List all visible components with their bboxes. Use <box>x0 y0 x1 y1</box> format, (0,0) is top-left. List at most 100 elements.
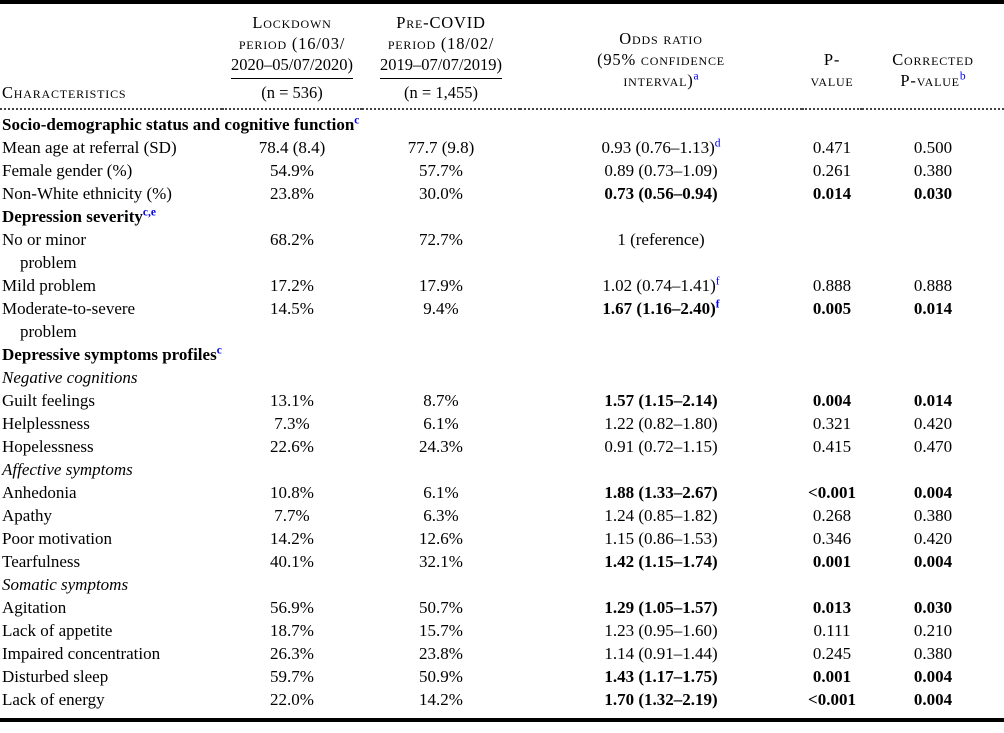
precovid-sample-size: (n = 1,455) <box>404 83 478 102</box>
table-row: No or minor problem 68.2% 72.7% 1 (refere… <box>0 228 1004 274</box>
table-row: Poor motivation 14.2% 12.6% 1.15 (0.86–1… <box>0 527 1004 550</box>
odds-ratio-value: 0.91 (0.72–1.15) <box>604 437 718 456</box>
table-row: Lack of energy 22.0% 14.2% 1.70 (1.32–2.… <box>0 688 1004 720</box>
corrected-p-value: 0.500 <box>913 138 953 157</box>
section-header: Socio-demographic status and cognitive f… <box>0 109 1004 136</box>
odds-ratio-header-line3: interval) <box>623 71 694 90</box>
lockdown-value: 14.5% <box>270 299 314 318</box>
p-value: 0.245 <box>812 644 852 663</box>
row-label: Lack of appetite <box>2 621 113 640</box>
corrected-p-value: 0.420 <box>913 414 953 433</box>
precovid-value: 6.3% <box>423 506 459 525</box>
p-value-header-line2: value <box>810 71 854 90</box>
precovid-value: 8.7% <box>423 391 459 410</box>
odds-ratio-header-line2: (95% confidence <box>597 50 725 69</box>
odds-ratio-value: 1 (reference) <box>617 230 705 249</box>
odds-ratio-value: 1.43 (1.17–1.75) <box>604 667 718 686</box>
lockdown-value: 22.0% <box>270 690 314 709</box>
row-label: Hopelessness <box>2 437 94 456</box>
table-row: Female gender (%) 54.9% 57.7% 0.89 (0.73… <box>0 159 1004 182</box>
table-row: Lack of appetite 18.7% 15.7% 1.23 (0.95–… <box>0 619 1004 642</box>
odds-ratio-header-line1: Odds ratio <box>619 29 703 48</box>
footnote-marker-a: a <box>693 70 699 83</box>
corrected-p-value: 0.380 <box>913 161 953 180</box>
precovid-value: 50.9% <box>419 667 463 686</box>
lockdown-value: 17.2% <box>270 276 314 295</box>
p-value <box>802 228 862 274</box>
lockdown-header-line3: 2020–05/07/2020) <box>231 55 353 74</box>
odds-ratio-value: 1.67 (1.16–2.40)f <box>602 298 720 318</box>
row-label: Impaired concentration <box>2 644 161 663</box>
odds-ratio-value: 1.24 (0.85–1.82) <box>604 506 718 525</box>
lockdown-spanner: Lockdown period (16/03/ 2020–05/07/2020) <box>231 12 353 79</box>
corrected-p-value: 0.380 <box>913 506 953 525</box>
table-row: Mild problem 17.2% 17.9% 1.02 (0.74–1.41… <box>0 274 1004 297</box>
lockdown-value: 26.3% <box>270 644 314 663</box>
lockdown-value: 56.9% <box>270 598 314 617</box>
precovid-value: 30.0% <box>419 184 463 203</box>
row-label: Non-White ethnicity (%) <box>2 184 172 203</box>
odds-ratio-value: 1.23 (0.95–1.60) <box>604 621 718 640</box>
table-row: Helplessness 7.3% 6.1% 1.22 (0.82–1.80) … <box>0 412 1004 435</box>
footnote-marker-c: c <box>216 344 222 357</box>
row-label: Helplessness <box>2 414 90 433</box>
lockdown-value: 22.6% <box>270 437 314 456</box>
row-label: Poor motivation <box>2 529 113 548</box>
odds-ratio-value: 0.89 (0.73–1.09) <box>604 161 718 180</box>
precovid-value: 57.7% <box>419 161 463 180</box>
table-row: Apathy 7.7% 6.3% 1.24 (0.85–1.82) 0.268 … <box>0 504 1004 527</box>
table-row: Tearfulness 40.1% 32.1% 1.42 (1.15–1.74)… <box>0 550 1004 573</box>
row-label: Tearfulness <box>2 552 81 571</box>
corrected-p-value-header: Corrected P-valueb <box>862 2 1004 110</box>
precovid-value: 50.7% <box>419 598 463 617</box>
subsection-title: Affective symptoms <box>2 460 133 479</box>
row-label: Disturbed sleep <box>2 667 109 686</box>
table-row: Anhedonia 10.8% 6.1% 1.88 (1.33–2.67) <0… <box>0 481 1004 504</box>
lockdown-value: 7.7% <box>274 506 310 525</box>
odds-ratio-value: 1.02 (0.74–1.41)f <box>602 275 720 295</box>
section-title: Socio-demographic status and cognitive f… <box>2 115 355 134</box>
lockdown-value: 10.8% <box>270 483 314 502</box>
subsection-header-row: Negative cognitions <box>0 366 1004 389</box>
subsection-title: Somatic symptoms <box>2 575 129 594</box>
footnote-marker-ce: c,e <box>142 206 156 219</box>
section-title: Depression severity <box>2 207 143 226</box>
precovid-header-line3: 2019–07/07/2019) <box>380 55 502 74</box>
table-row: Moderate-to-severe problem 14.5% 9.4% 1.6… <box>0 297 1004 343</box>
footnote-marker-b: b <box>959 70 966 83</box>
corrected-p-value: 0.030 <box>913 184 953 203</box>
corrected-p-value: 0.004 <box>913 483 953 502</box>
corrected-p-value: 0.014 <box>913 391 953 410</box>
section-header: Depression severityc,e <box>0 205 1004 228</box>
precovid-value: 6.1% <box>423 414 459 433</box>
p-value: 0.415 <box>812 437 852 456</box>
corrected-p-value: 0.888 <box>913 276 953 295</box>
row-label: Lack of energy <box>2 690 105 709</box>
section-header-row: Depression severityc,e <box>0 205 1004 228</box>
lockdown-value: 7.3% <box>274 414 310 433</box>
table-row: Non-White ethnicity (%) 23.8% 30.0% 0.73… <box>0 182 1004 205</box>
p-value: 0.111 <box>813 621 851 640</box>
section-header-row: Socio-demographic status and cognitive f… <box>0 109 1004 136</box>
section-title: Depressive symptoms profiles <box>2 345 217 364</box>
section-header: Depressive symptoms profilesc <box>0 343 1004 366</box>
precovid-period-header: Pre-COVID period (18/02/ 2019–07/07/2019… <box>362 2 520 110</box>
row-label: Apathy <box>2 506 53 525</box>
row-label: Mean age at referral (SD) <box>2 138 177 157</box>
odds-ratio-value: 0.93 (0.76–1.13)d <box>601 137 721 157</box>
lockdown-header-line1: Lockdown <box>252 13 332 32</box>
characteristics-header: Characteristics <box>0 2 222 110</box>
p-value: 0.888 <box>812 276 852 295</box>
p-value: 0.346 <box>812 529 852 548</box>
corrected-header-line2: P-value <box>900 71 960 90</box>
row-label: Anhedonia <box>2 483 77 502</box>
row-label: Moderate-to-severe problem <box>2 299 136 341</box>
row-label: Mild problem <box>2 276 96 295</box>
lockdown-value: 40.1% <box>270 552 314 571</box>
odds-ratio-value: 1.42 (1.15–1.74) <box>604 552 718 571</box>
lockdown-header-line2: period (16/03/ <box>238 34 346 53</box>
odds-ratio-value: 1.14 (0.91–1.44) <box>604 644 718 663</box>
subsection-header-row: Somatic symptoms <box>0 573 1004 596</box>
lockdown-value: 59.7% <box>270 667 314 686</box>
